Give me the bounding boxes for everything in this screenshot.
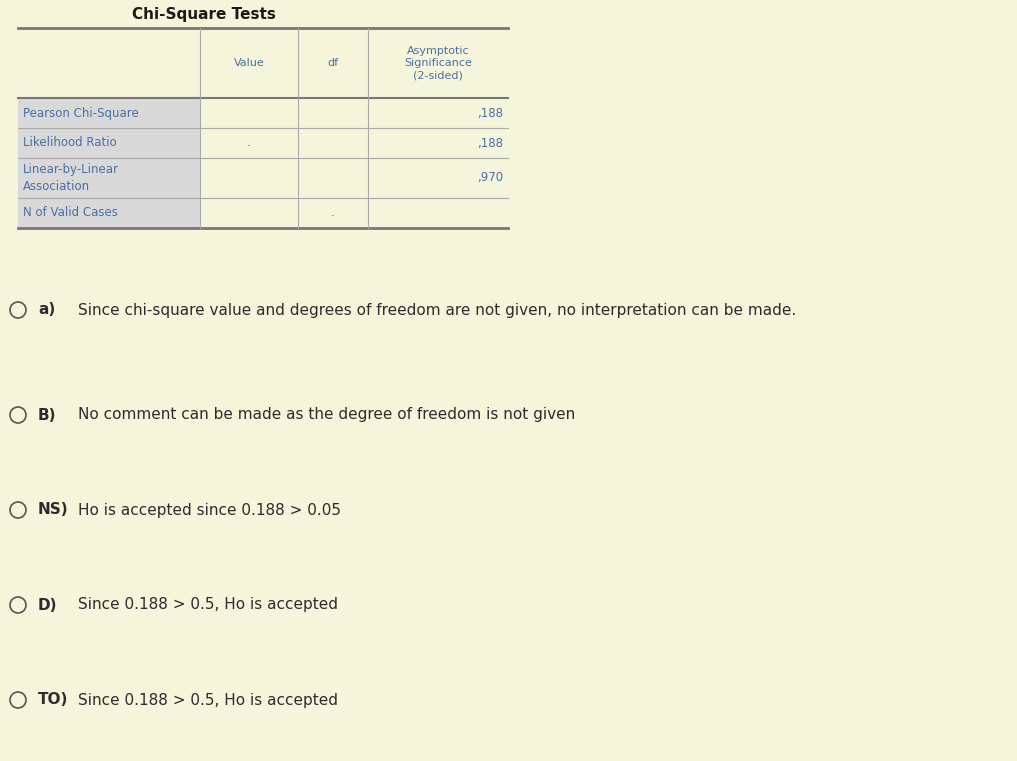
Text: Asymptotic
Significance
(2-sided): Asymptotic Significance (2-sided): [404, 46, 472, 81]
Text: Since 0.188 > 0.5, Ho is accepted: Since 0.188 > 0.5, Ho is accepted: [78, 597, 338, 613]
Bar: [18, 98, 200, 128]
Text: Since chi-square value and degrees of freedom are not given, no interpretation c: Since chi-square value and degrees of fr…: [78, 303, 796, 317]
Text: ,188: ,188: [477, 107, 503, 119]
Text: df: df: [327, 58, 339, 68]
Text: Since 0.188 > 0.5, Ho is accepted: Since 0.188 > 0.5, Ho is accepted: [78, 693, 338, 708]
Text: Pearson Chi-Square: Pearson Chi-Square: [23, 107, 138, 119]
Text: .: .: [247, 136, 251, 149]
Text: TO): TO): [38, 693, 68, 708]
Text: N of Valid Cases: N of Valid Cases: [23, 206, 118, 219]
Text: ,188: ,188: [477, 136, 503, 149]
Text: Value: Value: [234, 58, 264, 68]
Text: Chi-Square Tests: Chi-Square Tests: [132, 7, 277, 21]
Bar: [18, 198, 200, 228]
Text: Linear-by-Linear
Association: Linear-by-Linear Association: [23, 164, 119, 193]
Text: a): a): [38, 303, 55, 317]
Text: ,970: ,970: [477, 171, 503, 184]
Text: No comment can be made as the degree of freedom is not given: No comment can be made as the degree of …: [78, 407, 576, 422]
Bar: [18, 128, 200, 158]
Text: Ho is accepted since 0.188 > 0.05: Ho is accepted since 0.188 > 0.05: [78, 502, 341, 517]
Text: D): D): [38, 597, 58, 613]
Text: Likelihood Ratio: Likelihood Ratio: [23, 136, 117, 149]
Text: B): B): [38, 407, 57, 422]
Bar: [18, 158, 200, 198]
Text: .: .: [332, 206, 335, 219]
Text: NS): NS): [38, 502, 68, 517]
